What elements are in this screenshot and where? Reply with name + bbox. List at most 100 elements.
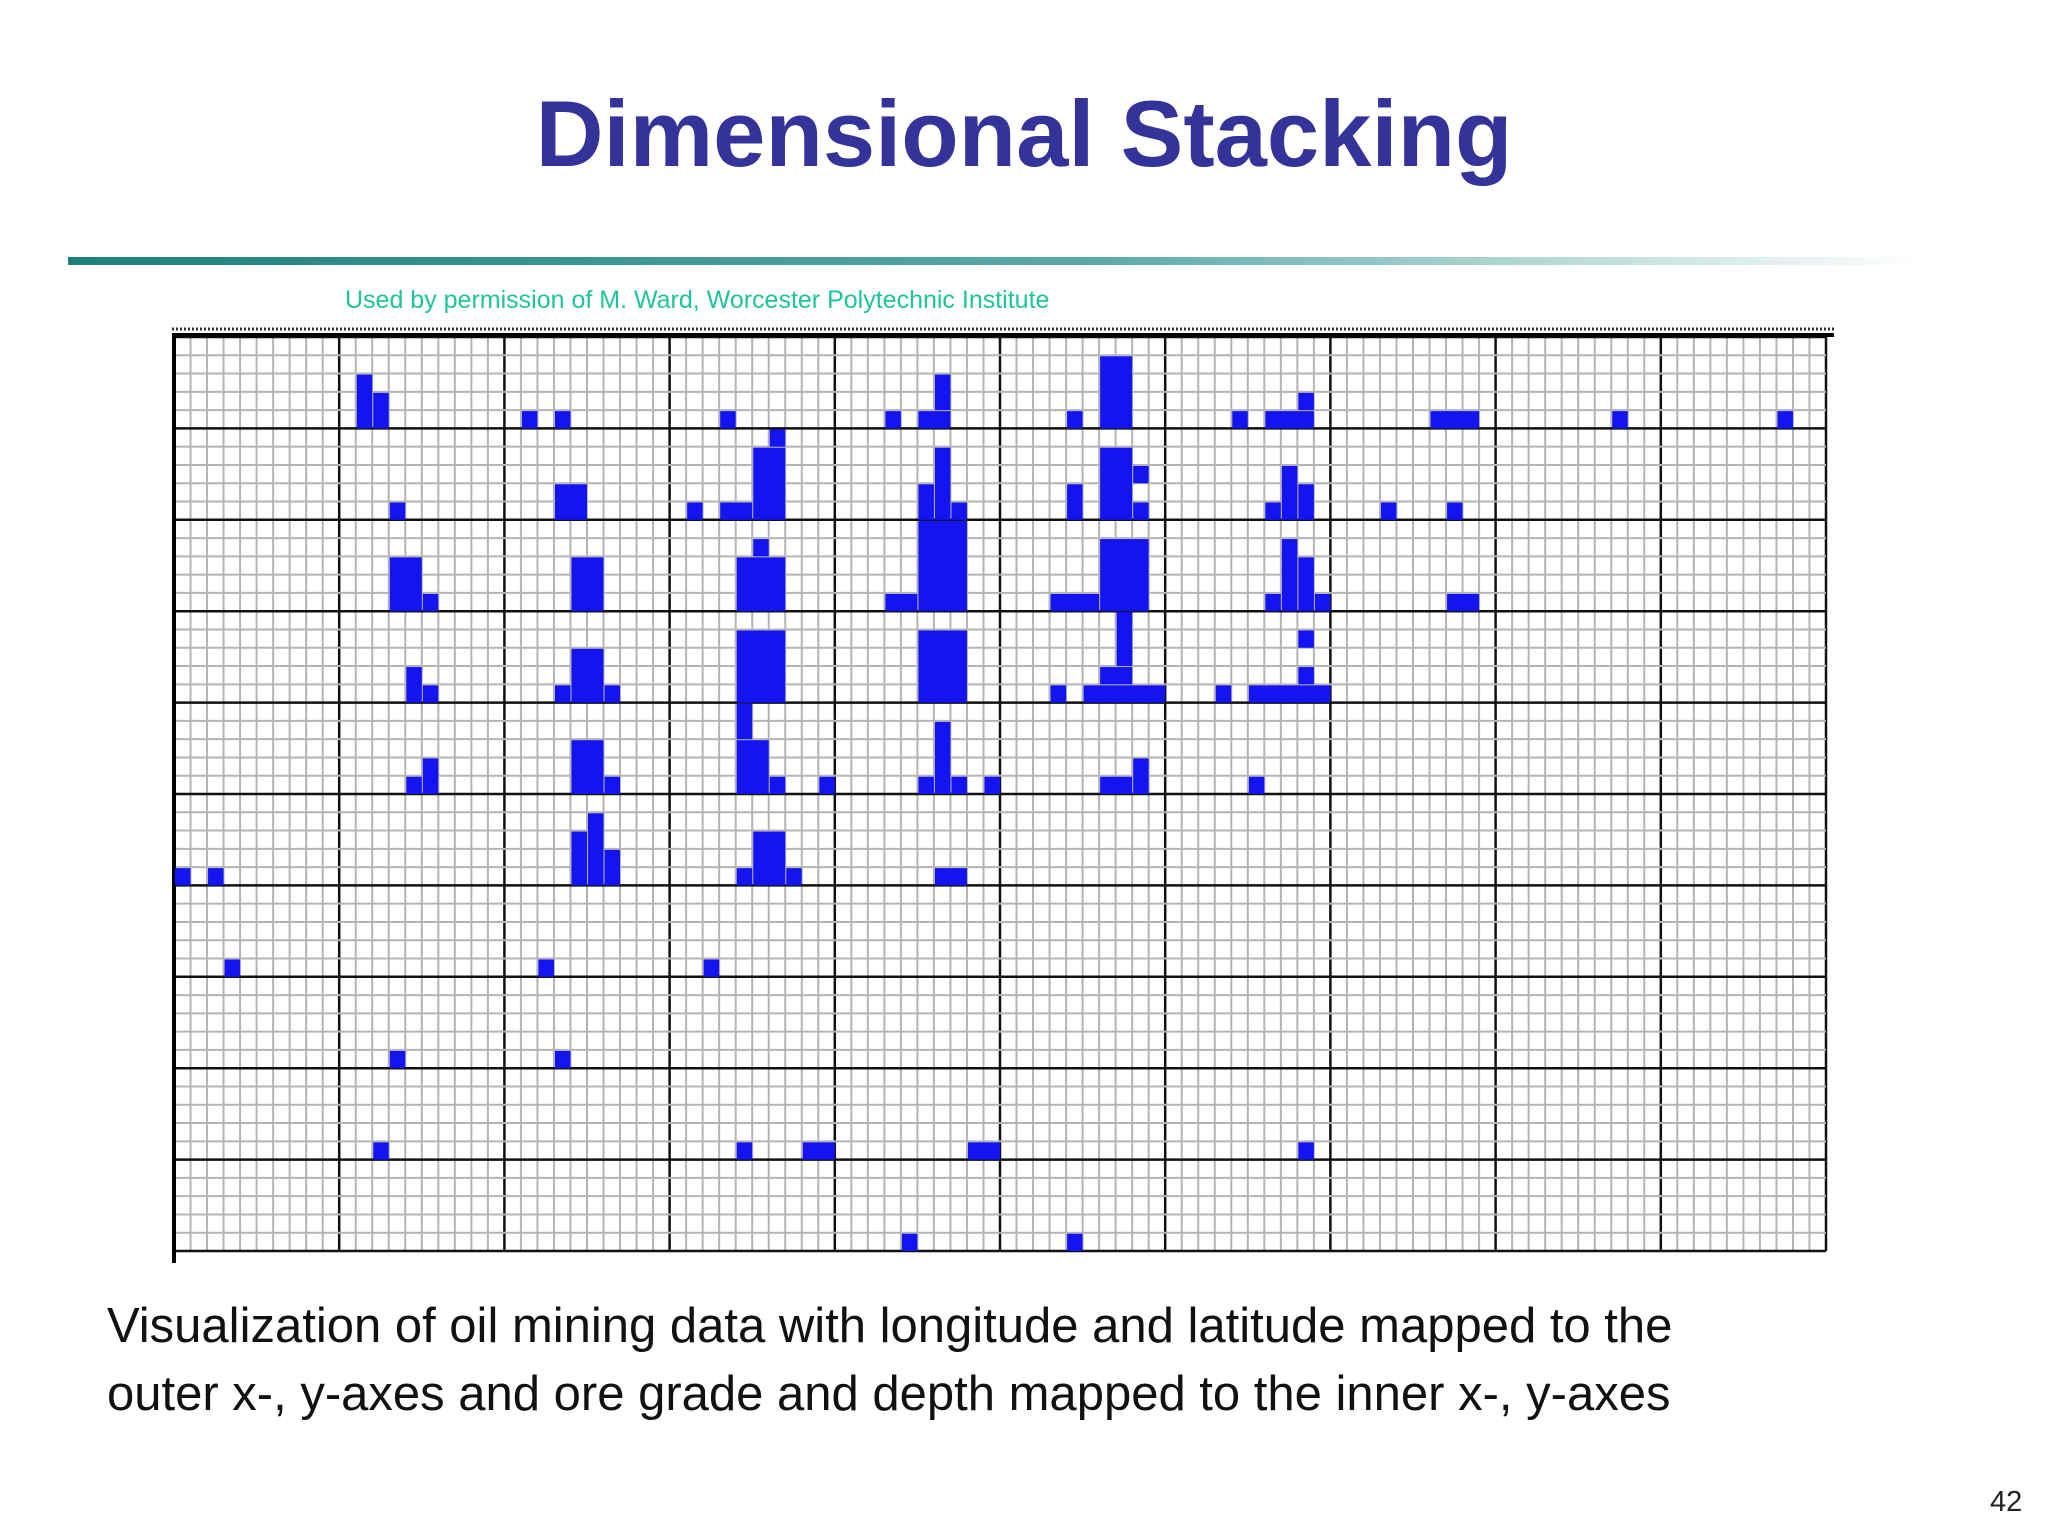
filled-cell xyxy=(1298,392,1314,411)
filled-cell xyxy=(901,1233,918,1251)
filled-cell xyxy=(389,502,406,520)
filled-cell xyxy=(769,776,786,794)
filled-cell xyxy=(1067,1233,1083,1251)
filled-cell xyxy=(802,1142,835,1160)
filled-cell xyxy=(373,1142,389,1160)
filled-cell xyxy=(984,776,1000,794)
filled-cell xyxy=(538,959,554,977)
filled-cell xyxy=(1265,593,1281,612)
title-rule xyxy=(68,257,1920,265)
filled-cell xyxy=(1100,356,1133,429)
filled-cell xyxy=(208,868,224,886)
filled-cell xyxy=(736,868,753,886)
filled-cell xyxy=(885,411,901,429)
filled-cell xyxy=(604,849,621,886)
filled-cell xyxy=(356,374,373,429)
filled-cell xyxy=(918,484,934,520)
filled-cell xyxy=(736,740,769,794)
filled-cell xyxy=(918,776,934,794)
filled-cell xyxy=(1248,776,1265,794)
page-number: 42 xyxy=(1990,1486,2023,1518)
filled-cell xyxy=(1083,685,1166,703)
filled-cell xyxy=(422,685,439,703)
filled-cell xyxy=(1067,484,1083,520)
filled-cell xyxy=(1116,612,1133,667)
filled-cell xyxy=(1248,685,1331,703)
filled-cell xyxy=(703,959,720,977)
filled-cell xyxy=(422,593,439,612)
caption-line: outer x-, y-axes and ore grade and depth… xyxy=(107,1367,1671,1421)
filled-cell xyxy=(1067,411,1083,429)
filled-cell xyxy=(934,868,967,886)
filled-cell xyxy=(406,776,422,794)
filled-cell xyxy=(1050,685,1067,703)
filled-cell xyxy=(1314,593,1331,612)
filled-cell xyxy=(554,1050,571,1069)
filled-cell xyxy=(389,557,422,612)
filled-cell xyxy=(604,685,621,703)
filled-cell xyxy=(1298,557,1314,612)
filled-cell xyxy=(604,776,621,794)
credit: Used by permission of M. Ward, Worcester… xyxy=(345,286,1050,314)
filled-cell xyxy=(175,868,191,886)
filled-cell xyxy=(753,447,786,520)
filled-cell xyxy=(521,411,538,429)
filled-cell xyxy=(389,1050,406,1069)
filled-cell xyxy=(1298,484,1314,520)
filled-cell xyxy=(687,502,703,520)
filled-cell xyxy=(571,831,587,886)
filled-cell xyxy=(736,1142,753,1160)
stacking-grid xyxy=(172,327,1834,1263)
filled-cell xyxy=(934,721,951,794)
filled-cell xyxy=(934,374,951,411)
filled-cell xyxy=(967,1142,1000,1160)
filled-cell xyxy=(1100,667,1133,685)
filled-cell xyxy=(1265,502,1281,520)
filled-cell xyxy=(1281,539,1298,612)
filled-cell xyxy=(554,411,571,429)
filled-cell xyxy=(720,411,736,429)
filled-cell xyxy=(1298,630,1314,648)
filled-cell xyxy=(885,593,918,612)
filled-cell xyxy=(736,557,786,612)
filled-cell xyxy=(1298,1142,1314,1160)
filled-cell xyxy=(1265,411,1314,429)
filled-cell xyxy=(554,685,571,703)
filled-cell xyxy=(1050,593,1100,612)
filled-cell xyxy=(422,758,439,794)
filled-cell xyxy=(1133,758,1149,794)
filled-cell xyxy=(753,539,769,557)
filled-cell xyxy=(1100,539,1149,612)
filled-cell xyxy=(406,667,422,703)
filled-cell xyxy=(224,959,241,977)
filled-cell xyxy=(1380,502,1397,520)
caption-line: Visualization of oil mining data with lo… xyxy=(107,1299,1673,1353)
filled-cell xyxy=(1281,465,1298,520)
filled-cell xyxy=(571,557,604,612)
filled-cell xyxy=(934,447,951,520)
filled-cell xyxy=(1612,411,1628,429)
filled-cell xyxy=(769,429,786,447)
filled-cell xyxy=(1447,502,1463,520)
filled-cell xyxy=(571,648,604,703)
filled-cell xyxy=(1430,411,1480,429)
filled-cell xyxy=(1298,667,1314,685)
filled-cell xyxy=(588,813,604,886)
filled-cell xyxy=(1447,593,1480,612)
filled-cell xyxy=(1232,411,1248,429)
filled-cell xyxy=(720,502,753,520)
filled-cell xyxy=(1100,776,1133,794)
filled-cell xyxy=(571,740,604,794)
filled-cell xyxy=(736,630,786,703)
filled-cell xyxy=(1215,685,1232,703)
filled-cell xyxy=(1133,502,1149,520)
filled-cell xyxy=(951,502,967,520)
filled-cell xyxy=(373,392,389,429)
slide-title: Dimensional Stacking xyxy=(535,81,1513,186)
filled-cell xyxy=(1777,411,1793,429)
filled-cell xyxy=(918,520,967,612)
filled-cell xyxy=(918,630,967,703)
filled-cell xyxy=(1133,465,1149,484)
filled-cell xyxy=(951,776,967,794)
